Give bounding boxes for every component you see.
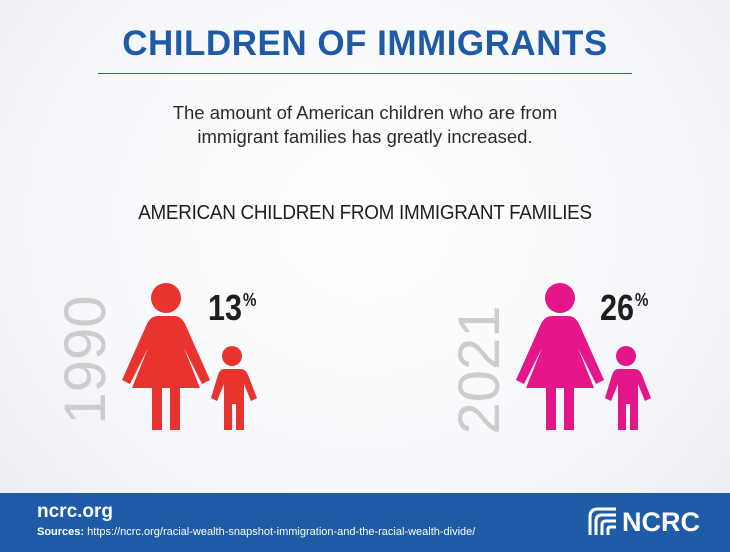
figure-shapes (516, 283, 651, 430)
percentage-2021: 26% (600, 280, 649, 328)
intro-text: The amount of American children who are … (0, 101, 730, 149)
parent-and-child-icon (122, 283, 257, 430)
percentage-value-1990: 13 (208, 287, 243, 328)
sources-label: Sources: (37, 526, 85, 538)
ncrc-logo-icon (588, 507, 616, 535)
parent-and-child-icon (516, 283, 651, 430)
percentage-unit-1990: % (242, 290, 257, 310)
figure-shapes (122, 283, 257, 430)
percentage-1990: 13% (208, 280, 257, 328)
footer-bar: ncrc.org Sources: https://ncrc.org/racia… (0, 493, 730, 552)
percentage-unit-2021: % (634, 290, 649, 310)
page-title: CHILDREN OF IMMIGRANTS (122, 24, 608, 63)
site-link[interactable]: ncrc.org (37, 501, 114, 522)
section-subtitle: AMERICAN CHILDREN FROM IMMIGRANT FAMILIE… (138, 201, 592, 224)
intro-line-1: The amount of American children who are … (172, 102, 558, 123)
title-divider (98, 73, 632, 74)
sources-url[interactable]: https://ncrc.org/racial-wealth-snapshot-… (87, 526, 476, 538)
sources-line: Sources: https://ncrc.org/racial-wealth-… (37, 526, 475, 538)
year-label-1990: 1990 (53, 295, 118, 425)
logo-text: NCRC (622, 507, 700, 537)
ncrc-logo: NCRC (588, 507, 700, 537)
intro-line-2: immigrant families has greatly increased… (197, 126, 533, 147)
year-label-2021: 2021 (447, 305, 512, 435)
percentage-value-2021: 26 (600, 287, 635, 328)
